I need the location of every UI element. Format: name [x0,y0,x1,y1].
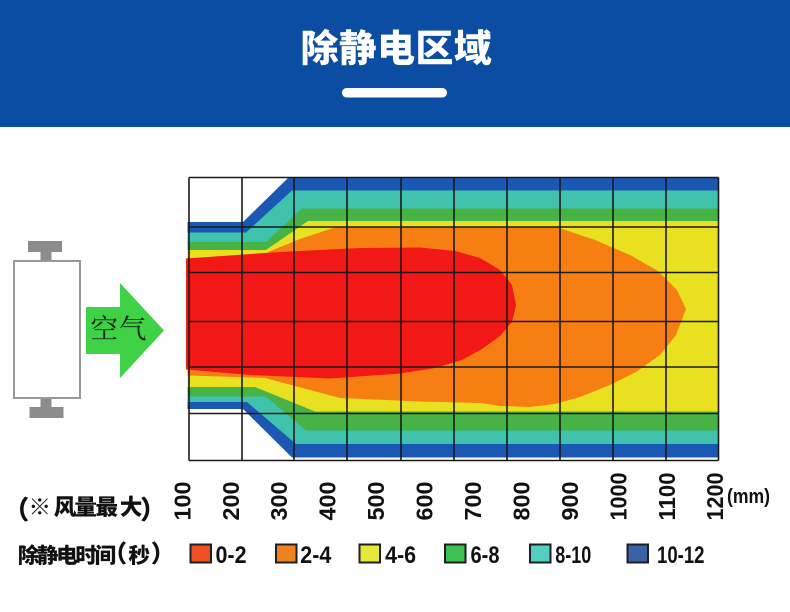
svg-text:1100: 1100 [654,473,680,521]
svg-text:(mm): (mm) [727,486,770,508]
svg-text:500: 500 [363,482,389,521]
svg-text:600: 600 [412,482,438,521]
svg-text:0-2: 0-2 [216,542,247,569]
svg-text:2-4: 2-4 [300,542,332,569]
svg-text:6-8: 6-8 [471,542,500,569]
svg-text:200: 200 [218,482,244,521]
svg-text:400: 400 [315,482,341,521]
svg-text:10-12: 10-12 [657,542,705,569]
svg-text:800: 800 [509,482,535,521]
svg-text:100: 100 [169,482,195,521]
svg-text:8-10: 8-10 [555,542,591,569]
svg-text:1200: 1200 [702,473,728,521]
svg-text:700: 700 [460,482,486,521]
svg-text:4-6: 4-6 [385,542,416,569]
svg-text:900: 900 [557,482,583,521]
svg-text:300: 300 [266,482,292,521]
svg-text:1000: 1000 [605,473,631,521]
